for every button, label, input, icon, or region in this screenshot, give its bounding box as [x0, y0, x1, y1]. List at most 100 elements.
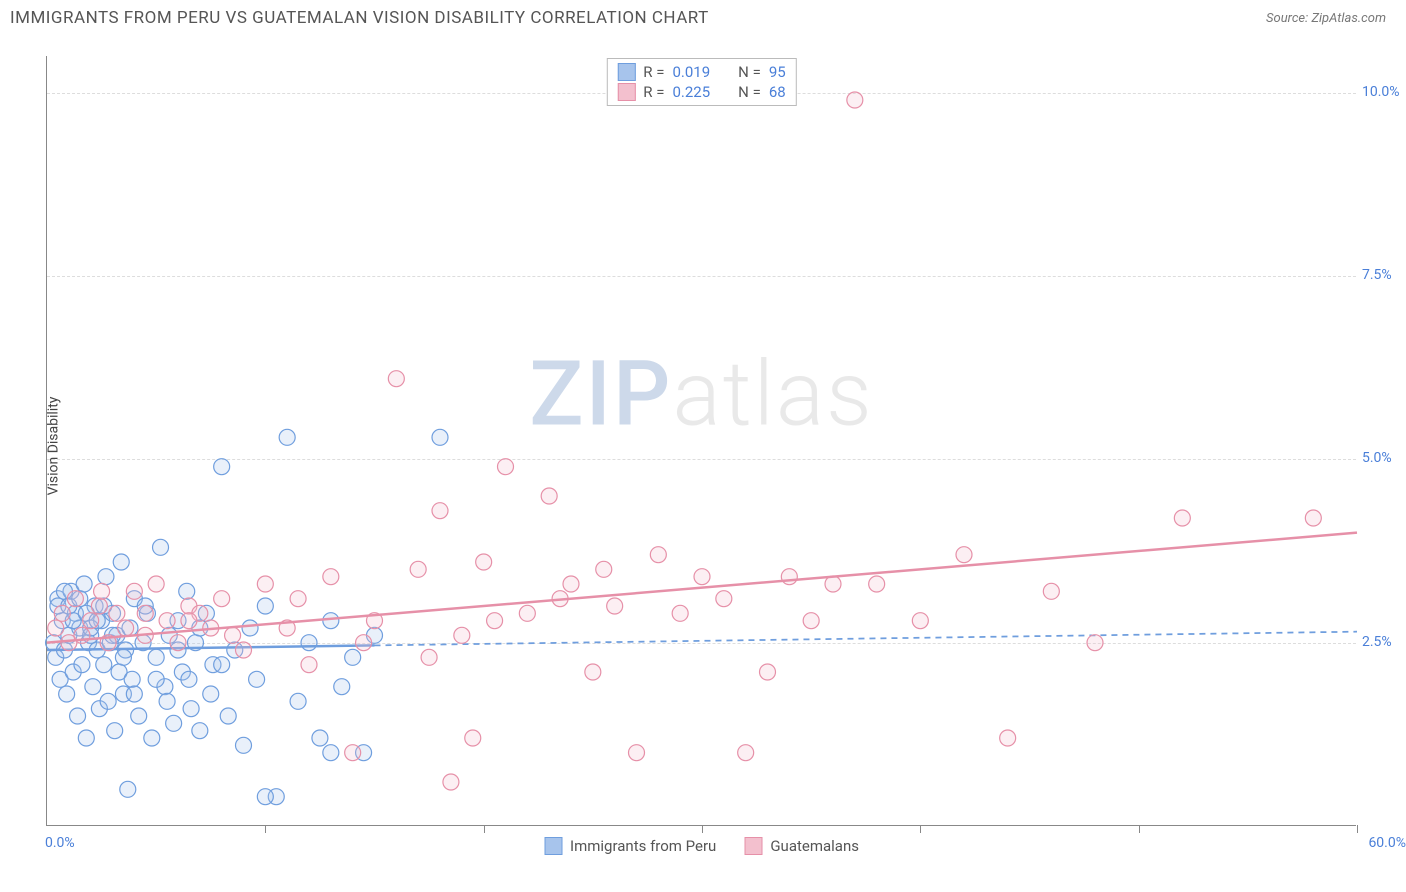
data-point-peru	[345, 649, 361, 665]
n-label-2: N =	[738, 83, 761, 101]
data-point-guat	[181, 613, 197, 629]
chart-title: IMMIGRANTS FROM PERU VS GUATEMALAN VISIO…	[10, 8, 709, 28]
data-point-peru	[98, 569, 114, 585]
data-point-guat	[126, 583, 142, 599]
data-point-guat	[1087, 635, 1103, 651]
swatch-guat-icon	[617, 83, 635, 101]
data-point-guat	[159, 613, 175, 629]
data-point-peru	[179, 583, 195, 599]
data-point-guat	[563, 576, 579, 592]
legend-item-guat: Guatemalans	[744, 837, 859, 855]
data-point-guat	[465, 730, 481, 746]
n-value-peru: 95	[769, 63, 786, 81]
data-point-guat	[1043, 583, 1059, 599]
data-point-peru	[432, 429, 448, 445]
data-point-peru	[159, 693, 175, 709]
data-point-guat	[738, 745, 754, 761]
data-point-peru	[334, 679, 350, 695]
data-point-guat	[869, 576, 885, 592]
r-label: R =	[643, 63, 664, 81]
data-point-peru	[166, 715, 182, 731]
correlation-legend: R = 0.019 N = 95 R = 0.225 N = 68	[606, 58, 796, 106]
data-point-guat	[476, 554, 492, 570]
chart-plot-area: ZIPatlas 2.5%5.0%7.5%10.0% R = 0.019 N =…	[46, 56, 1356, 826]
data-point-peru	[120, 781, 136, 797]
r-label-2: R =	[643, 83, 664, 101]
y-tick-label: 10.0%	[1362, 84, 1406, 100]
data-point-guat	[225, 627, 241, 643]
data-point-peru	[279, 429, 295, 445]
data-point-peru	[242, 620, 258, 636]
x-axis-min-label: 0.0%	[45, 835, 75, 851]
data-point-guat	[629, 745, 645, 761]
data-point-guat	[672, 605, 688, 621]
data-point-peru	[203, 686, 219, 702]
series-legend: Immigrants from Peru Guatemalans	[544, 837, 859, 855]
data-point-peru	[312, 730, 328, 746]
data-point-guat	[388, 371, 404, 387]
data-point-peru	[148, 649, 164, 665]
data-point-peru	[126, 686, 142, 702]
data-point-guat	[694, 569, 710, 585]
data-point-peru	[70, 708, 86, 724]
data-point-guat	[94, 583, 110, 599]
data-point-peru	[236, 737, 252, 753]
data-point-guat	[91, 598, 107, 614]
data-point-guat	[421, 649, 437, 665]
data-point-guat	[137, 605, 153, 621]
data-point-guat	[290, 591, 306, 607]
y-tick-label: 7.5%	[1362, 267, 1406, 283]
trend-line-dashed-peru	[375, 632, 1358, 646]
data-point-peru	[144, 730, 160, 746]
data-point-peru	[214, 459, 230, 475]
data-point-guat	[236, 642, 252, 658]
swatch-guat-bottom-icon	[744, 837, 762, 855]
data-point-guat	[541, 488, 557, 504]
data-point-guat	[650, 547, 666, 563]
data-point-peru	[124, 671, 140, 687]
data-point-peru	[257, 789, 273, 805]
data-point-guat	[847, 92, 863, 108]
chart-header: IMMIGRANTS FROM PERU VS GUATEMALAN VISIO…	[0, 0, 1406, 32]
data-point-guat	[825, 576, 841, 592]
y-tick-label: 2.5%	[1362, 634, 1406, 650]
data-point-peru	[107, 723, 123, 739]
data-point-guat	[781, 569, 797, 585]
data-point-peru	[323, 745, 339, 761]
data-point-peru	[85, 679, 101, 695]
data-point-guat	[760, 664, 776, 680]
data-point-guat	[1305, 510, 1321, 526]
data-point-guat	[1174, 510, 1190, 526]
legend-row-guat: R = 0.225 N = 68	[617, 83, 785, 101]
data-point-peru	[78, 730, 94, 746]
data-point-peru	[257, 598, 273, 614]
r-value-peru: 0.019	[672, 63, 710, 81]
source-label: Source:	[1266, 11, 1308, 26]
data-point-peru	[153, 539, 169, 555]
data-point-peru	[290, 693, 306, 709]
n-label: N =	[738, 63, 761, 81]
scatter-svg	[47, 56, 1356, 825]
source-name: ZipAtlas.com	[1311, 11, 1386, 26]
data-point-guat	[67, 591, 83, 607]
data-point-guat	[487, 613, 503, 629]
data-point-guat	[716, 591, 732, 607]
n-value-guat: 68	[769, 83, 786, 101]
data-point-guat	[118, 620, 134, 636]
data-point-guat	[498, 459, 514, 475]
data-point-guat	[432, 503, 448, 519]
swatch-peru-icon	[617, 63, 635, 81]
data-point-peru	[115, 649, 131, 665]
data-point-guat	[170, 635, 186, 651]
data-point-guat	[54, 605, 70, 621]
data-point-guat	[301, 657, 317, 673]
data-point-peru	[148, 671, 164, 687]
data-point-peru	[181, 671, 197, 687]
data-point-guat	[607, 598, 623, 614]
data-point-guat	[257, 576, 273, 592]
legend-row-peru: R = 0.019 N = 95	[617, 63, 785, 81]
data-point-guat	[1000, 730, 1016, 746]
data-point-guat	[585, 664, 601, 680]
data-point-guat	[454, 627, 470, 643]
data-point-guat	[596, 561, 612, 577]
